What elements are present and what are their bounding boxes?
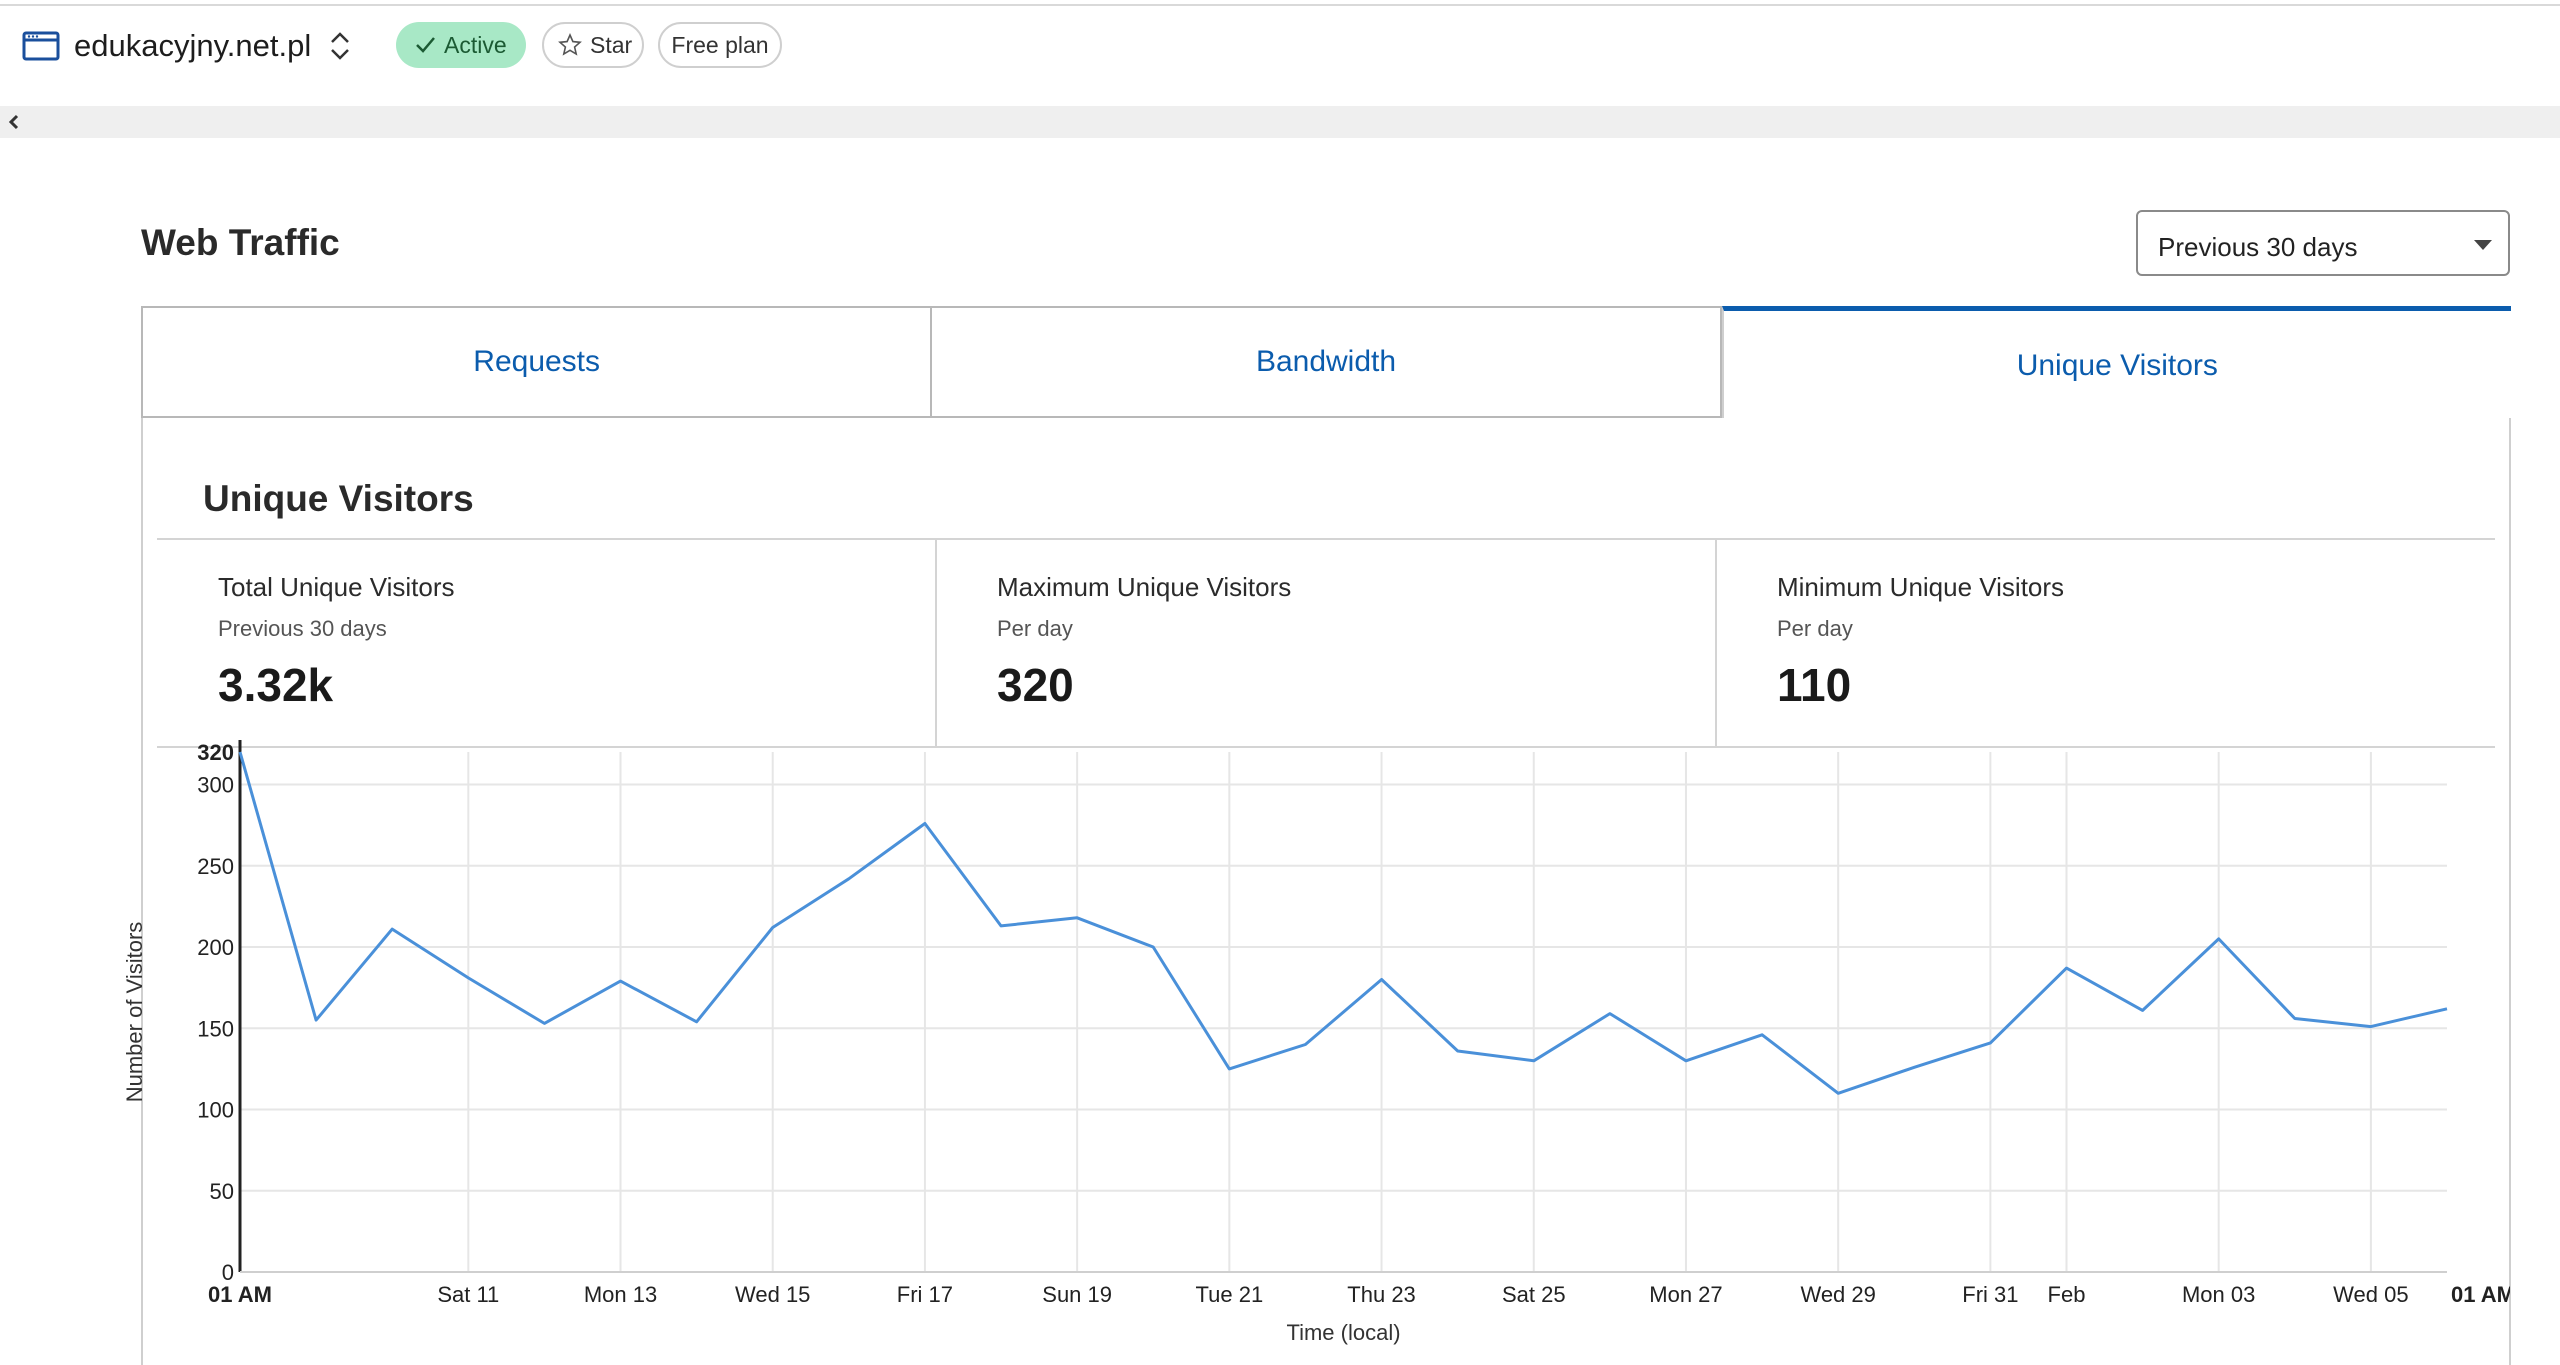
star-label: Star [590,31,633,58]
site-header: edukacyjny.net.pl Active Star Free plan [0,18,2560,74]
x-tick-label: Sat 25 [1502,1282,1566,1307]
stat-label: Total Unique Visitors [218,572,455,602]
stat-sub: Per day [997,616,1073,641]
visitors-chart: 0 50 100 150 200 250 300 320 01 AM Sat 11 Mon 13 We… [110,740,2515,1365]
series-line-unique-visitors [238,751,2448,1095]
time-range-dropdown[interactable]: Previous 30 days [2136,210,2510,276]
y-tick-label: 150 [197,1016,234,1041]
star-button[interactable]: Star [542,22,644,68]
traffic-tabs: Requests Bandwidth Unique Visitors [141,306,2511,418]
tab-bandwidth[interactable]: Bandwidth [932,306,1722,418]
top-border [0,0,2560,6]
time-range-value: Previous 30 days [2158,232,2358,262]
stat-value: 320 [997,659,1074,711]
y-tick-label: 200 [197,935,234,960]
y-tick-label: 250 [197,854,234,879]
stat-sub: Previous 30 days [218,616,387,641]
x-tick-label: Mon 27 [1649,1282,1722,1307]
status-label: Active [444,31,507,58]
x-tick-label: Wed 15 [735,1282,810,1307]
y-tick-label: 0 [222,1260,234,1285]
star-icon [558,33,582,56]
y-tick-label: 320 [197,740,234,765]
x-axis-label: Time (local) [1286,1320,1400,1345]
x-tick-label: Sun 19 [1042,1282,1112,1307]
tab-requests[interactable]: Requests [141,306,933,418]
stat-total: Total Unique Visitors Previous 30 days 3… [157,540,935,746]
x-tick-label: Feb [2048,1282,2086,1307]
tab-unique-visitors[interactable]: Unique Visitors [1721,306,2511,418]
plan-label: Free plan [671,31,769,58]
stat-label: Maximum Unique Visitors [997,572,1292,602]
x-tick-label: Mon 13 [584,1282,657,1307]
x-tick-label: 01 AM [208,1282,272,1307]
x-tick-label: Wed 05 [2333,1282,2408,1307]
x-tick-label: Fri 17 [897,1282,953,1307]
x-tick-label: Sat 11 [437,1282,499,1307]
browser-window-icon [22,31,60,61]
chart-title: Unique Visitors [203,478,474,519]
x-tick-label: Fri 31 [1962,1282,2018,1307]
x-tick-label: Mon 03 [2182,1282,2255,1307]
stat-maximum: Maximum Unique Visitors Per day 320 [935,540,1715,746]
stat-value: 3.32k [218,659,334,711]
page-title: Web Traffic [141,222,340,263]
site-name[interactable]: edukacyjny.net.pl [74,28,312,63]
x-tick-label: Tue 21 [1196,1282,1264,1307]
stat-value: 110 [1777,659,1852,711]
y-tick-label: 300 [197,773,234,798]
stat-label: Minimum Unique Visitors [1777,572,2065,602]
y-axis-label: Number of Visitors [122,922,147,1103]
stats-row: Total Unique Visitors Previous 30 days 3… [157,538,2495,748]
plan-badge: Free plan [658,22,782,68]
collapse-bar [0,106,2560,138]
stat-sub: Per day [1777,616,1853,641]
x-tick-label: 01 AM [2451,1282,2510,1307]
status-badge: Active [396,22,526,68]
chevron-up-down-icon[interactable] [325,28,355,64]
y-tick-label: 50 [210,1179,234,1204]
stat-minimum: Minimum Unique Visitors Per day 110 [1715,540,2495,746]
chevron-left-icon[interactable] [2,110,26,134]
x-tick-label: Wed 29 [1800,1282,1875,1307]
line-chart: 0 50 100 150 200 250 300 320 01 AM Sat 11 Mon 13 We… [122,740,2515,1345]
caret-down-icon [2474,240,2492,250]
check-icon [416,37,435,53]
y-tick-label: 100 [197,1098,234,1123]
x-tick-label: Thu 23 [1347,1282,1416,1307]
